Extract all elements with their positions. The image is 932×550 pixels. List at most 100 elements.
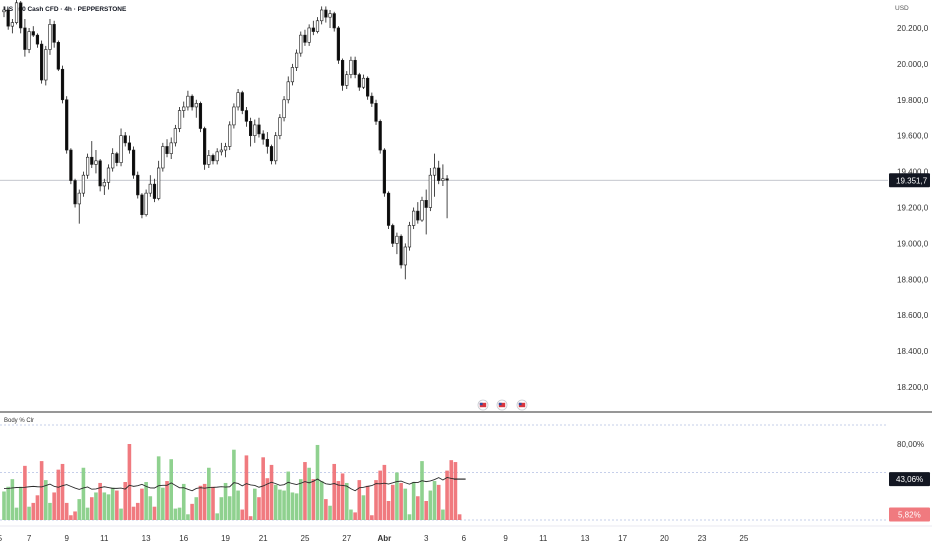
body-percent-bar bbox=[85, 507, 90, 520]
price-tick-label: 19.800,0 bbox=[897, 96, 929, 105]
body-percent-bar bbox=[374, 480, 378, 520]
candle-body bbox=[106, 167, 111, 183]
flag-icon[interactable] bbox=[477, 399, 489, 411]
body-percent-bar bbox=[332, 463, 337, 520]
candle-body bbox=[261, 133, 265, 140]
candle-body bbox=[324, 9, 328, 18]
last-price-label: 19.351,7 bbox=[896, 176, 928, 185]
body-percent-bar bbox=[14, 507, 19, 520]
body-percent-bar bbox=[290, 492, 295, 520]
body-percent-bar bbox=[278, 489, 282, 520]
body-percent-bar bbox=[23, 465, 27, 520]
candle-body bbox=[378, 121, 382, 151]
candle-body bbox=[437, 167, 441, 181]
event-markers[interactable] bbox=[477, 399, 528, 411]
body-percent-bar bbox=[35, 495, 40, 520]
body-percent-bar bbox=[18, 486, 23, 520]
candle-body bbox=[31, 31, 35, 36]
body-percent-bar bbox=[282, 490, 286, 520]
body-percent-bar bbox=[244, 455, 249, 520]
body-percent-bar bbox=[390, 484, 395, 520]
body-percent-bar bbox=[198, 485, 203, 520]
candle-body bbox=[294, 52, 299, 68]
time-tick-label: 27 bbox=[342, 534, 351, 543]
candle-body bbox=[144, 192, 148, 215]
candle-body bbox=[407, 225, 412, 248]
candle-body bbox=[445, 178, 449, 181]
time-tick-label: 25 bbox=[739, 534, 748, 543]
body-percent-bar bbox=[219, 497, 224, 520]
average-value-label: 43,06% bbox=[896, 475, 923, 484]
body-percent-bar bbox=[181, 483, 186, 520]
body-percent-bar bbox=[265, 478, 270, 520]
candle-body bbox=[366, 77, 370, 97]
price-tick-label: 20.200,0 bbox=[897, 24, 929, 33]
candle-body bbox=[148, 183, 152, 194]
body-percent-bar bbox=[436, 484, 441, 520]
body-percent-bar bbox=[407, 514, 412, 520]
candle-body bbox=[131, 149, 136, 176]
candle-body bbox=[345, 74, 349, 86]
body-percent-bar bbox=[240, 509, 245, 520]
candle-body bbox=[332, 13, 336, 29]
body-percent-bar bbox=[194, 497, 199, 520]
body-percent-bar bbox=[177, 507, 182, 520]
body-percent-bar bbox=[294, 493, 299, 520]
price-tick-label: 19.000,0 bbox=[897, 239, 929, 248]
body-percent-bar bbox=[60, 463, 65, 520]
indicator-title: Body % Clr bbox=[4, 418, 34, 424]
candle-body bbox=[140, 194, 144, 215]
time-tick-label: 11 bbox=[100, 534, 109, 543]
candle-body bbox=[152, 183, 157, 199]
candle-body bbox=[207, 155, 211, 165]
body-percent-bar bbox=[73, 511, 77, 520]
body-percent-bar bbox=[411, 482, 416, 520]
body-percent-bar bbox=[428, 490, 433, 520]
body-percent-bar bbox=[403, 488, 408, 520]
body-percent-bar bbox=[340, 473, 345, 520]
flag-icon[interactable] bbox=[496, 399, 508, 411]
body-percent-bar bbox=[69, 515, 73, 520]
body-percent-bar bbox=[110, 487, 115, 520]
flag-icon[interactable] bbox=[516, 399, 528, 411]
candle-body bbox=[274, 135, 278, 162]
candle-body bbox=[265, 138, 269, 147]
candle-body bbox=[94, 160, 98, 165]
body-percent-bar bbox=[64, 502, 69, 520]
body-percent-bar bbox=[457, 514, 462, 520]
body-percent-bar bbox=[307, 467, 311, 520]
price-tick-label: 19.600,0 bbox=[897, 132, 929, 141]
candle-body bbox=[77, 192, 81, 205]
candle-body bbox=[219, 149, 223, 153]
body-percent-bar bbox=[31, 502, 36, 520]
candle-body bbox=[190, 95, 194, 108]
body-percent-bar bbox=[395, 472, 399, 520]
time-tick-label: 25 bbox=[301, 534, 310, 543]
candle-body bbox=[399, 235, 403, 266]
body-percent-bar bbox=[144, 482, 148, 520]
time-tick-label: 17 bbox=[618, 534, 627, 543]
candle-body bbox=[182, 106, 186, 111]
candle-body bbox=[232, 106, 236, 126]
body-percent-bar bbox=[186, 514, 190, 520]
candle-body bbox=[282, 99, 286, 119]
body-percent-bar bbox=[161, 487, 165, 520]
symbol-title: US 100 Cash CFD · 4h · PEPPERSTONE bbox=[4, 6, 127, 13]
candle-body bbox=[90, 156, 94, 165]
candle-body bbox=[299, 34, 303, 54]
body-percent-bar bbox=[361, 495, 366, 520]
body-percent-bar bbox=[232, 449, 236, 520]
candles-layer bbox=[2, 0, 449, 280]
time-tick-label: 16 bbox=[179, 534, 188, 543]
body-percent-bar bbox=[248, 516, 253, 520]
body-percent-bar bbox=[39, 461, 44, 520]
candle-body bbox=[412, 210, 416, 226]
candle-body bbox=[311, 27, 315, 32]
body-percent-bar bbox=[115, 490, 119, 520]
candle-body bbox=[123, 135, 127, 144]
time-tick-label: 13 bbox=[581, 534, 590, 543]
body-percent-bar bbox=[202, 483, 207, 520]
body-percent-bar bbox=[106, 494, 111, 520]
candle-body bbox=[10, 22, 14, 27]
body-percent-bar bbox=[378, 470, 382, 520]
